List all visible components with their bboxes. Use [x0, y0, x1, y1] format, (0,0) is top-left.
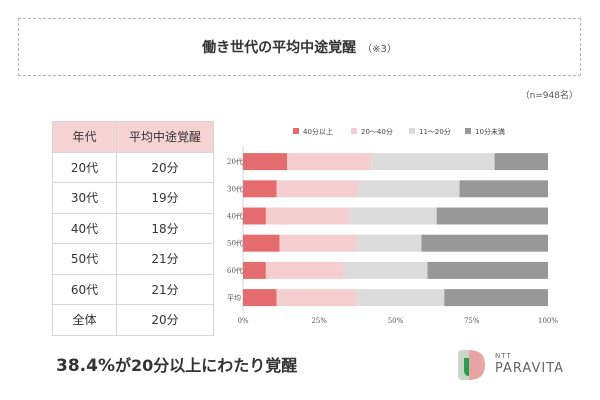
category-label: 60代	[227, 266, 243, 275]
table-cell-value: 21分	[116, 243, 214, 275]
legend-label: 10分未満	[475, 127, 505, 136]
bar-segment	[357, 234, 422, 252]
table-cell-age: 30代	[52, 182, 117, 214]
table-row: 30代 19分	[52, 182, 214, 214]
bar-segment	[243, 180, 277, 198]
table-cell-value: 20分	[116, 304, 214, 336]
category-label: 40代	[227, 212, 243, 221]
bar-segment	[357, 289, 445, 307]
table-cell-value: 20分	[116, 151, 214, 183]
logo-name-text: PARAVITA	[495, 361, 565, 376]
bar-segment	[444, 289, 548, 307]
table-row: 全体 20分	[52, 304, 214, 336]
legend-label: 11〜20分	[419, 127, 451, 136]
x-tick-label: 100%	[538, 317, 558, 325]
logo-top-text: NTT	[495, 352, 512, 360]
legend-swatch	[409, 128, 415, 134]
table-cell-value: 19分	[116, 182, 214, 214]
bar-segment	[427, 261, 548, 279]
paravita-logo-mark-icon	[458, 350, 485, 380]
conclusion-text: 38.4%が20分以上にわたり覚醒	[56, 352, 297, 376]
table-row: 60代 21分	[52, 273, 214, 305]
bar-segment	[343, 261, 428, 279]
table-cell-value: 21分	[116, 273, 214, 305]
table-cell-age: 60代	[52, 273, 117, 305]
average-table: 年代 平均中途覚醒 20代 20分 30代 19分 40代 18分 50代 21…	[52, 121, 214, 336]
legend-swatch	[351, 128, 357, 134]
bar-segment	[265, 261, 344, 279]
bar-segment	[279, 234, 358, 252]
table-row: 20代 20分	[52, 151, 214, 183]
legend-swatch	[293, 128, 299, 134]
table-row: 50代 21分	[52, 243, 214, 275]
category-label: 50代	[227, 239, 243, 248]
table-row: 40代 18分	[52, 212, 214, 244]
conclusion-body: が20分以上にわたり覚醒	[114, 356, 298, 375]
page-title: 働き世代の平均中途覚醒	[202, 40, 357, 56]
bar-segment	[421, 234, 548, 252]
bar-segment	[349, 207, 437, 225]
sample-size-label: （n=948名）	[520, 91, 578, 101]
table-cell-age: 20代	[52, 151, 117, 183]
legend-swatch	[465, 128, 471, 134]
paravita-logo: NTT PARAVITA	[455, 348, 575, 382]
category-label: 20代	[227, 157, 243, 166]
x-tick-label: 75%	[464, 317, 480, 325]
category-label: 30代	[227, 184, 243, 193]
legend-label: 40分以上	[303, 127, 333, 136]
bar-segment	[243, 234, 280, 252]
table-cell-age: 40代	[52, 212, 117, 244]
conclusion-percent: 38.4%	[56, 356, 115, 376]
legend-label: 20〜40分	[361, 127, 393, 136]
table-cell-age: 全体	[52, 304, 117, 336]
bar-segment	[276, 180, 359, 198]
bar-segment	[265, 207, 350, 225]
bar-segment	[287, 153, 372, 171]
bar-segment	[459, 180, 548, 198]
x-tick-label: 0%	[237, 317, 248, 325]
bar-segment	[243, 207, 266, 225]
bar-segment	[494, 153, 548, 171]
bar-segment	[371, 153, 495, 171]
table-cell-age: 50代	[52, 243, 117, 275]
table-header-average: 平均中途覚醒	[116, 121, 214, 153]
bar-segment	[436, 207, 548, 225]
bar-segment	[243, 261, 266, 279]
x-tick-label: 25%	[311, 317, 327, 325]
table-header-age: 年代	[52, 121, 117, 153]
bar-segment	[358, 180, 460, 198]
table-header-row: 年代 平均中途覚醒	[52, 121, 214, 153]
title-note: （※3）	[362, 43, 397, 55]
category-label: 平均	[227, 293, 241, 302]
x-tick-label: 50%	[388, 317, 404, 325]
bar-segment	[243, 289, 277, 307]
bar-segment	[276, 289, 358, 307]
bar-segment	[243, 153, 288, 171]
title-box: 働き世代の平均中途覚醒 （※3）	[18, 18, 581, 76]
table-cell-value: 18分	[116, 212, 214, 244]
